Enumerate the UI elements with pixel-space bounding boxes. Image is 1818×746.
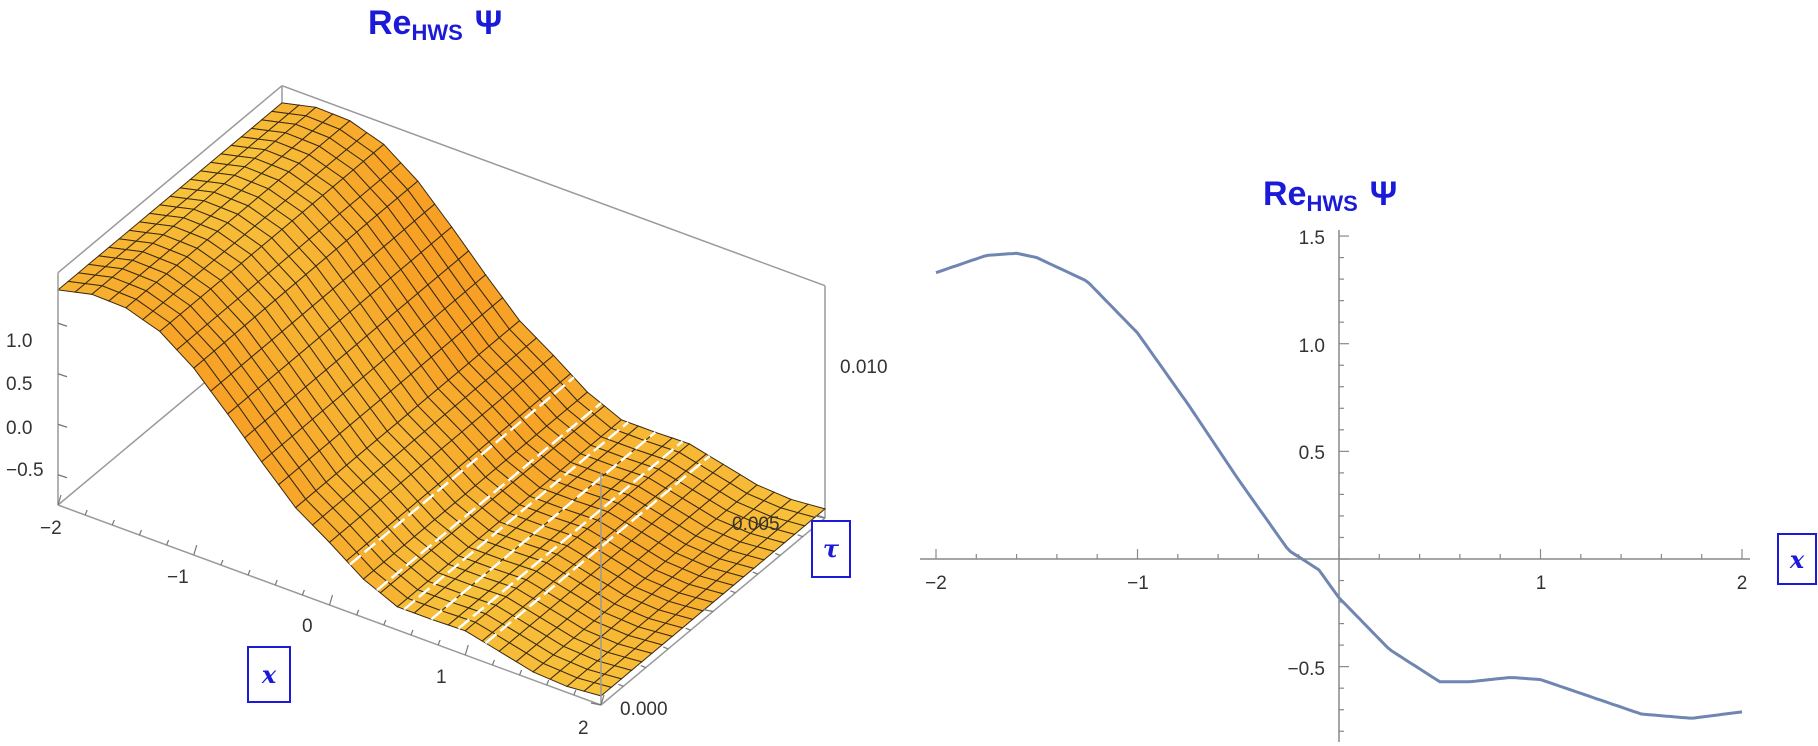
x-tick	[138, 529, 143, 536]
y-tick-label: 0.5	[1299, 443, 1325, 464]
x-tick-label: −2	[925, 573, 947, 594]
z-tick	[57, 474, 68, 479]
surface-plot-title: ReHWS Ψ	[368, 4, 502, 45]
axes	[920, 230, 1750, 742]
tau-tick	[640, 665, 647, 669]
x-axis-label-box: x	[1777, 533, 1817, 585]
x-tick	[600, 694, 605, 706]
x-tick	[328, 594, 334, 606]
x-tick	[410, 629, 414, 636]
series-line	[935, 251, 1743, 720]
x-tick-label: 2	[578, 718, 589, 739]
line-plot-title: ReHWS Ψ	[1263, 175, 1397, 216]
x-tick	[464, 644, 469, 656]
x-tick	[57, 494, 62, 506]
x-tick-label: −1	[167, 567, 189, 588]
x-tick	[518, 669, 523, 676]
tau-tick	[590, 702, 602, 706]
tau-tick-label: 0.000	[620, 699, 668, 720]
x-tick	[166, 539, 170, 546]
tau-axis-label-box: τ	[811, 520, 851, 578]
x-tick	[274, 579, 278, 586]
highlight-line	[457, 440, 684, 630]
x-tick	[84, 509, 88, 516]
x-tick-label: −2	[40, 518, 62, 539]
tau-tick	[702, 608, 714, 613]
x-axis-label: x	[1789, 545, 1805, 574]
surface-cell	[582, 682, 613, 697]
tau-tick	[730, 590, 736, 594]
x-tick-label: −1	[1127, 573, 1149, 594]
z-tick-label: −0.5	[6, 460, 44, 481]
tau-tick-label: 0.005	[732, 514, 780, 535]
highlight-line	[430, 431, 657, 621]
x-tick	[193, 544, 198, 556]
highlight-line	[403, 421, 629, 611]
tau-tick	[618, 683, 624, 687]
x-axis-label-box: x	[247, 646, 291, 703]
x-tick	[573, 689, 577, 696]
z-tick	[57, 373, 68, 378]
tau-tick	[752, 571, 759, 575]
z-tick-label: 1.0	[6, 331, 32, 352]
bounding-box-front	[57, 272, 826, 706]
y-tick-label: 1.0	[1299, 336, 1325, 357]
tau-axis-label: τ	[823, 534, 840, 563]
x-tick-label: 2	[1737, 573, 1748, 594]
x-tick-label: 1	[436, 667, 447, 688]
x-tick-label: 1	[1536, 573, 1547, 594]
highlight-line	[376, 402, 602, 592]
x-tick	[301, 589, 305, 596]
tau-tick	[662, 646, 669, 650]
x-tick	[491, 659, 495, 666]
box-edge	[57, 85, 283, 274]
tau-tick	[685, 627, 691, 631]
x-tick	[383, 619, 387, 626]
x-tick	[247, 569, 251, 576]
z-tick	[57, 423, 68, 428]
surface-plot-3d: ReHWS Ψ 1.0 0.5 0.0 −0.5 −2 −1 0 1 2 0.00…	[6, 4, 888, 739]
x-tick	[437, 639, 441, 646]
x-tick	[111, 519, 115, 526]
z-tick-label: 0.5	[6, 374, 32, 395]
surface-mesh	[56, 102, 827, 697]
line-plot-2d: ReHWS Ψ 1.5 1.0 0.5 −0.5 −2 −1 1 2 x	[920, 175, 1817, 742]
tau-tick-label: 0.010	[840, 357, 888, 378]
y-tick-label: −0.5	[1287, 659, 1325, 680]
x-tick-label: 0	[302, 616, 313, 637]
highlight-line	[349, 376, 575, 566]
tau-tick	[797, 534, 803, 538]
x-axis-label: x	[261, 660, 277, 689]
z-tick-label: 0.0	[6, 418, 32, 439]
tau-tick	[814, 515, 826, 519]
x-tick	[356, 609, 360, 616]
x-tick	[546, 679, 550, 686]
tau-tick	[774, 552, 781, 556]
box-edge	[281, 84, 826, 287]
x-tick	[220, 559, 224, 566]
z-tick	[57, 322, 68, 327]
y-tick-label: 1.5	[1299, 228, 1325, 249]
highlight-line	[484, 455, 711, 645]
